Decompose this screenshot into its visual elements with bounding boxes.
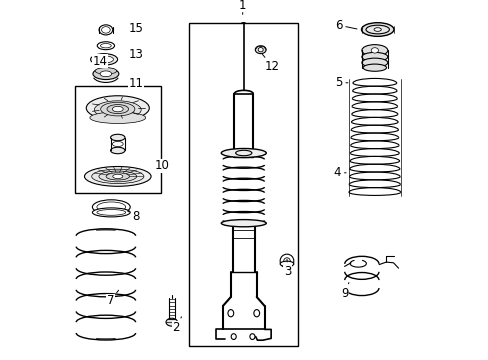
Ellipse shape [100, 71, 111, 77]
Ellipse shape [97, 202, 125, 212]
Ellipse shape [373, 28, 381, 31]
Text: 11: 11 [128, 77, 143, 90]
Text: 8: 8 [127, 210, 139, 222]
Ellipse shape [92, 200, 130, 214]
Ellipse shape [113, 174, 122, 179]
Ellipse shape [95, 56, 113, 63]
Ellipse shape [166, 318, 177, 326]
Ellipse shape [86, 96, 149, 120]
Text: 3: 3 [284, 259, 291, 278]
Ellipse shape [227, 310, 233, 317]
Ellipse shape [249, 334, 254, 339]
Ellipse shape [361, 52, 387, 61]
Ellipse shape [280, 261, 293, 266]
Bar [75, 86, 161, 193]
Ellipse shape [283, 258, 289, 264]
Ellipse shape [370, 48, 378, 53]
Ellipse shape [99, 171, 137, 182]
Ellipse shape [231, 334, 236, 339]
Ellipse shape [363, 64, 386, 71]
Ellipse shape [221, 220, 266, 227]
Text: 7: 7 [106, 290, 119, 307]
Text: 9: 9 [340, 283, 348, 300]
Ellipse shape [280, 254, 293, 268]
Ellipse shape [90, 54, 117, 65]
Ellipse shape [110, 147, 125, 154]
Ellipse shape [97, 210, 125, 215]
Ellipse shape [102, 27, 110, 33]
Text: 5: 5 [334, 76, 347, 89]
Ellipse shape [90, 112, 145, 123]
Ellipse shape [107, 104, 128, 114]
Ellipse shape [95, 68, 117, 74]
Text: 10: 10 [154, 159, 169, 172]
Text: 6: 6 [334, 19, 356, 32]
Ellipse shape [97, 42, 114, 50]
Ellipse shape [94, 101, 141, 119]
Ellipse shape [253, 310, 259, 317]
Text: 13: 13 [128, 48, 143, 60]
Ellipse shape [101, 102, 135, 116]
Ellipse shape [365, 25, 388, 34]
Ellipse shape [255, 46, 265, 54]
Ellipse shape [112, 107, 123, 112]
Text: 15: 15 [128, 22, 143, 35]
Ellipse shape [106, 173, 129, 180]
Ellipse shape [361, 23, 393, 36]
Ellipse shape [221, 149, 266, 158]
Ellipse shape [110, 134, 125, 141]
Ellipse shape [361, 58, 387, 67]
Ellipse shape [84, 166, 151, 186]
Text: 2: 2 [172, 317, 181, 334]
Ellipse shape [235, 150, 251, 156]
Ellipse shape [91, 169, 143, 184]
Text: 1: 1 [239, 0, 246, 14]
Ellipse shape [101, 44, 111, 48]
Text: 12: 12 [262, 54, 280, 73]
Ellipse shape [112, 141, 123, 147]
Text: 4: 4 [333, 166, 346, 179]
Ellipse shape [93, 68, 119, 80]
Ellipse shape [92, 208, 130, 217]
Text: 14: 14 [92, 55, 107, 68]
Ellipse shape [99, 25, 113, 35]
Ellipse shape [361, 45, 387, 56]
Bar [188, 23, 298, 346]
Ellipse shape [258, 48, 263, 52]
